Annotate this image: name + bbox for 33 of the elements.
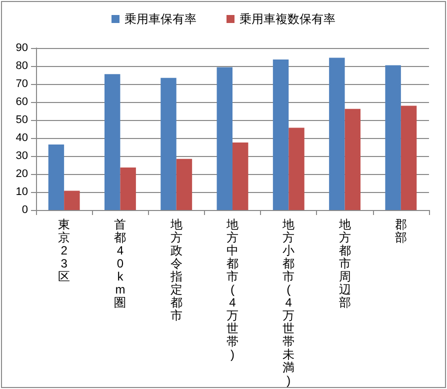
x-tick-label: 首都40km圏 xyxy=(114,218,126,310)
bar xyxy=(329,58,345,210)
category-label: 地方小都市(4万世帯未満) xyxy=(282,218,295,388)
bar xyxy=(104,74,120,210)
y-tick-label: 0 xyxy=(22,204,28,216)
y-tick-label: 90 xyxy=(16,42,28,54)
y-tick-label: 20 xyxy=(16,168,28,180)
x-tick-label: 郡部 xyxy=(394,218,407,244)
y-tick-label: 30 xyxy=(16,150,28,162)
bar xyxy=(176,158,192,210)
x-tick-label: 地方政令指定都市 xyxy=(169,218,182,322)
y-tick-label: 60 xyxy=(16,96,28,108)
bar xyxy=(160,78,176,210)
y-tick-label: 50 xyxy=(16,114,28,126)
bar xyxy=(48,144,64,210)
x-tick-label: 東京23区 xyxy=(58,218,70,284)
category-label: 地方中都市(4万世帯) xyxy=(226,218,238,362)
bar xyxy=(232,142,248,210)
y-tick-label: 40 xyxy=(16,132,28,144)
bar xyxy=(64,190,80,210)
y-tick-label: 70 xyxy=(16,78,28,90)
bar xyxy=(400,106,417,210)
legend-label: 乗用車複数保有率 xyxy=(240,12,336,26)
bar xyxy=(288,128,304,210)
legend-label: 乗用車保有率 xyxy=(124,12,196,26)
bar xyxy=(120,168,136,210)
y-tick-label: 80 xyxy=(16,60,28,72)
y-tick-label: 10 xyxy=(16,186,28,198)
bar xyxy=(385,65,401,210)
x-tick-label: 地方都市周辺部 xyxy=(338,218,351,310)
bar xyxy=(272,60,289,210)
bar xyxy=(216,67,232,210)
bar xyxy=(344,108,361,210)
